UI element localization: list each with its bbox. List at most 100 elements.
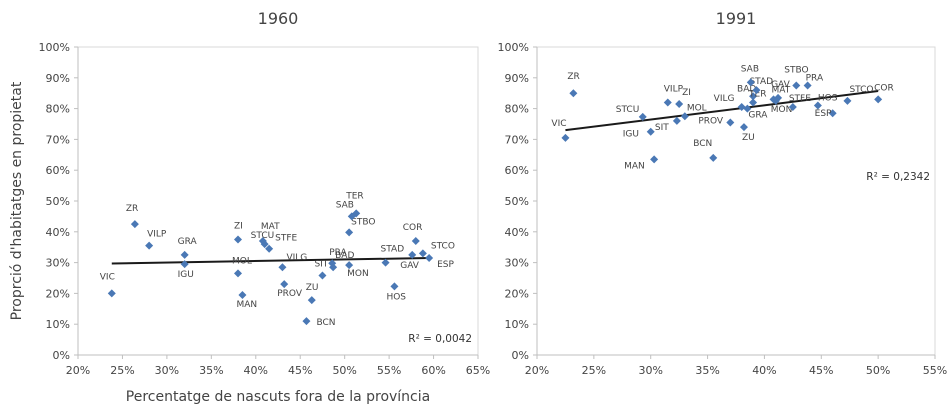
x-tick-label: 40% bbox=[244, 364, 268, 377]
x-tick-label: 30% bbox=[638, 364, 662, 377]
point-label-esp: ESP bbox=[437, 260, 454, 270]
data-point-vic bbox=[561, 133, 570, 142]
data-point-vilg bbox=[737, 103, 746, 112]
x-tick-label: 25% bbox=[110, 364, 134, 377]
point-label-mol: MOL bbox=[687, 103, 707, 113]
point-label-stcu: STCU bbox=[251, 231, 275, 241]
data-point-esp bbox=[828, 109, 837, 118]
r-squared-label: R² = 0,0042 bbox=[408, 333, 472, 345]
y-tick-label: 40% bbox=[505, 226, 529, 239]
data-point-zi bbox=[234, 235, 242, 244]
data-point-stco bbox=[843, 96, 852, 105]
point-label-cor: COR bbox=[403, 223, 423, 233]
data-point-mol bbox=[234, 269, 242, 278]
y-tick-label: 100% bbox=[39, 41, 70, 54]
y-axis-title: Proprció d'habitatges en propietat bbox=[9, 81, 25, 320]
point-label-zi: ZI bbox=[682, 88, 691, 98]
point-label-stcu: STCU bbox=[616, 105, 640, 115]
data-point-bcn bbox=[709, 153, 718, 162]
data-point-prov bbox=[280, 280, 289, 289]
data-point-mon bbox=[345, 261, 354, 270]
x-tick-label: 50% bbox=[332, 364, 356, 377]
data-point-stbo bbox=[792, 81, 801, 90]
point-label-sit: SIT bbox=[314, 260, 328, 270]
data-point-stad bbox=[381, 258, 390, 267]
data-point-prov bbox=[726, 118, 735, 127]
point-label-stbo: STBO bbox=[351, 217, 375, 227]
data-point-sit bbox=[672, 116, 681, 125]
data-point-stad bbox=[752, 86, 761, 95]
y-tick-label: 90% bbox=[46, 72, 70, 85]
point-label-ter: TER bbox=[345, 191, 363, 201]
point-label-sit: SIT bbox=[655, 123, 669, 133]
point-label-zr: ZR bbox=[567, 72, 579, 82]
point-label-zu: ZU bbox=[742, 133, 755, 143]
x-tick-label: 25% bbox=[582, 364, 606, 377]
point-label-gav: GAV bbox=[400, 261, 420, 271]
point-label-man: MAN bbox=[236, 300, 257, 310]
point-label-pra: PRA bbox=[806, 74, 824, 84]
data-point-sab bbox=[746, 78, 755, 87]
data-point-igu bbox=[180, 260, 189, 269]
point-label-stco: STCO bbox=[849, 85, 873, 95]
point-label-esp: ESP bbox=[815, 109, 832, 119]
point-label-bad: BAD bbox=[737, 84, 756, 94]
chart-panel-1991: 1991 0% 10% 20% 30% 40% 50% 60% 70% 80% 90% 100% 20%… bbox=[498, 9, 948, 377]
point-label-stfe: STFE bbox=[275, 234, 297, 244]
point-label-igu: IGU bbox=[623, 130, 639, 140]
y-tick-label: 30% bbox=[46, 257, 70, 270]
data-point-stfe bbox=[265, 244, 274, 253]
point-label-bad: BAD bbox=[335, 251, 354, 261]
data-point-bad bbox=[749, 92, 758, 101]
point-label-mon: MON bbox=[347, 269, 369, 279]
y-tick-label: 0% bbox=[512, 349, 529, 362]
point-label-hos: HOS bbox=[818, 94, 838, 104]
data-point-pra bbox=[803, 81, 812, 90]
data-point-vilp bbox=[145, 241, 154, 250]
y-tick-label: 20% bbox=[46, 287, 70, 300]
x-tick-label: 60% bbox=[421, 364, 445, 377]
plot-area bbox=[77, 46, 479, 356]
x-tick-label: 20% bbox=[525, 364, 549, 377]
x-tick-label: 45% bbox=[288, 364, 312, 377]
data-point-man bbox=[650, 155, 659, 164]
x-tick-label: 40% bbox=[752, 364, 776, 377]
point-label-gra: GRA bbox=[748, 111, 768, 121]
x-tick-label: 55% bbox=[377, 364, 401, 377]
data-point-gav bbox=[408, 250, 417, 259]
data-point-sit bbox=[318, 271, 327, 280]
y-tick-label: 50% bbox=[505, 195, 529, 208]
chart-title: 1960 bbox=[258, 9, 299, 28]
data-point-vilp bbox=[663, 98, 672, 107]
point-label-vic: VIC bbox=[551, 119, 566, 129]
trendline bbox=[565, 90, 879, 132]
data-point-hos bbox=[813, 101, 822, 110]
trendline bbox=[111, 256, 430, 265]
point-label-vilg: VILG bbox=[286, 253, 307, 263]
point-label-stbo: STBO bbox=[784, 66, 808, 76]
point-label-cor: COR bbox=[874, 83, 894, 93]
point-label-mat: MAT bbox=[261, 222, 280, 232]
y-tick-label: 70% bbox=[505, 133, 529, 146]
data-point-gra bbox=[743, 104, 752, 113]
point-label-mon: MON bbox=[771, 105, 793, 115]
x-tick-label: 35% bbox=[695, 364, 719, 377]
data-point-stfe bbox=[788, 103, 797, 112]
x-tick-label: 55% bbox=[923, 364, 947, 377]
x-tick-label: 20% bbox=[66, 364, 90, 377]
data-point-stcu bbox=[260, 240, 269, 249]
data-point-zu bbox=[739, 123, 748, 132]
data-point-ter bbox=[352, 209, 361, 218]
data-point-zr bbox=[130, 220, 139, 229]
x-tick-label: 45% bbox=[809, 364, 833, 377]
y-tick-label: 0% bbox=[53, 349, 70, 362]
data-point-stco bbox=[418, 249, 427, 258]
y-tick-label: 80% bbox=[46, 103, 70, 116]
point-label-sab: SAB bbox=[741, 64, 759, 74]
y-tick-label: 20% bbox=[505, 287, 529, 300]
data-point-gra bbox=[180, 250, 189, 259]
y-tick-label: 100% bbox=[498, 41, 529, 54]
data-point-cor bbox=[874, 95, 883, 104]
point-label-stfe: STFE bbox=[789, 94, 811, 104]
